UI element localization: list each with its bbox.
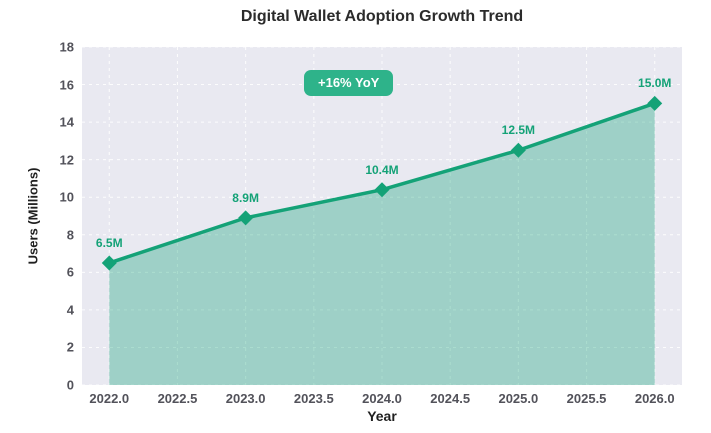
y-tick-label: 16 [59, 77, 74, 93]
y-tick-label: 2 [66, 339, 74, 355]
y-tick-label: 18 [59, 39, 74, 55]
y-tick-label: 4 [66, 302, 74, 318]
data-point-label: 8.9M [232, 190, 259, 205]
area-fill [109, 103, 655, 385]
x-tick-label: 2026.0 [634, 391, 675, 406]
data-point-label: 10.4M [365, 162, 399, 177]
y-tick-label: 14 [59, 114, 74, 130]
x-axis-label: Year [367, 408, 397, 424]
x-tick-label: 2022.5 [157, 391, 198, 406]
y-tick-label: 12 [59, 152, 74, 168]
yoy-growth-badge: +16% YoY [304, 70, 394, 96]
x-tick-label: 2024.5 [430, 391, 471, 406]
x-tick-label: 2025.5 [566, 391, 607, 406]
y-tick-label: 6 [66, 264, 74, 280]
data-point-marker [510, 142, 526, 158]
data-point-label: 6.5M [95, 235, 123, 250]
y-tick-label: 0 [66, 377, 74, 393]
x-tick-label: 2023.0 [225, 391, 266, 406]
x-tick-label: 2023.5 [293, 391, 334, 406]
data-point-marker [101, 255, 117, 271]
data-point-marker [374, 182, 390, 198]
data-point-label: 12.5M [501, 123, 536, 138]
y-tick-label: 8 [66, 227, 74, 243]
chart-title: Digital Wallet Adoption Growth Trend [240, 8, 524, 25]
y-axis-label: Users (Millions) [25, 167, 41, 265]
y-tick-label: 10 [59, 189, 74, 205]
data-point-label: 15.0M [638, 76, 672, 91]
x-tick-label: 2025.0 [498, 391, 539, 406]
x-tick-label: 2024.0 [362, 391, 402, 406]
x-tick-label: 2022.0 [89, 391, 130, 406]
data-point-marker [238, 210, 254, 226]
data-point-marker [647, 95, 663, 111]
